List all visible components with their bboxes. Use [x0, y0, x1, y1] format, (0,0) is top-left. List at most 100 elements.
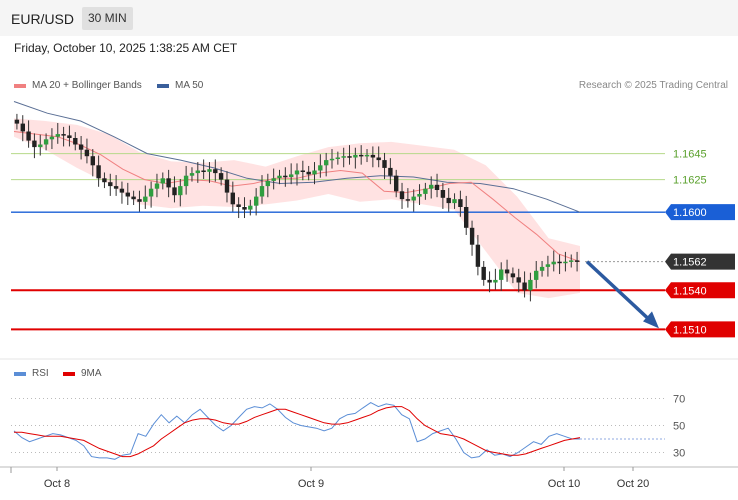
candle [137, 190, 142, 212]
candle [154, 173, 160, 198]
candle [207, 162, 212, 183]
candle-body [213, 169, 218, 174]
candle-body [399, 191, 405, 200]
candle [271, 168, 276, 190]
candle-body [183, 175, 189, 187]
candle [143, 185, 148, 209]
x-tick-label: Oct 10 [548, 478, 580, 490]
candle [32, 133, 37, 159]
candle [452, 193, 457, 209]
candle-body [43, 139, 49, 145]
candle-body [113, 186, 119, 189]
candle-body [143, 196, 148, 202]
candle [475, 234, 481, 276]
ma20-swatch [14, 83, 26, 88]
candle-body [294, 170, 300, 175]
candle-body [335, 157, 340, 159]
candle-body [172, 187, 177, 196]
candle-body [154, 183, 160, 189]
price-level-label: 1.1510 [673, 324, 707, 336]
candle [335, 151, 340, 165]
candle [289, 163, 294, 185]
candle [522, 271, 527, 298]
candle-body [49, 136, 55, 140]
candle-body [166, 178, 171, 188]
candle [458, 190, 463, 217]
candle [324, 152, 329, 177]
candle [125, 182, 130, 206]
candle-body [55, 134, 60, 137]
forecast-arrow-shaft [585, 260, 651, 321]
forecast-arrow-head [643, 311, 659, 329]
candle [370, 146, 376, 168]
candle [84, 138, 90, 164]
credit-text: Research © 2025 Trading Central [578, 80, 728, 91]
candle [294, 163, 300, 186]
candle-body [108, 182, 113, 187]
candle-body [376, 157, 381, 161]
candle-body [271, 178, 276, 181]
candle-body [504, 269, 510, 274]
candle-body [452, 199, 457, 204]
candle-body [195, 170, 200, 174]
candle-body [557, 261, 562, 264]
candle [528, 272, 533, 302]
candle [90, 149, 95, 177]
candle-body [545, 264, 551, 267]
candle-body [178, 186, 183, 196]
candle-body [218, 173, 224, 180]
rsi-tick-label: 70 [673, 394, 685, 406]
candle [218, 167, 224, 186]
candle [388, 158, 393, 185]
candle-body [26, 131, 31, 141]
candle [318, 154, 323, 178]
candle [499, 262, 504, 291]
candle-body [382, 160, 387, 168]
candle-body [458, 199, 463, 207]
candle [446, 188, 451, 212]
ma9-swatch [63, 371, 75, 376]
candle-body [236, 204, 241, 207]
candle-body [38, 144, 43, 148]
candle [376, 146, 381, 168]
candle [166, 169, 171, 198]
rsi-9ma-line [14, 406, 581, 458]
price-level-label: 1.1625 [673, 175, 707, 187]
candle-body [423, 188, 428, 194]
candle-body [405, 199, 411, 201]
candle-body [289, 174, 294, 177]
candle [487, 271, 492, 293]
candle [131, 190, 136, 206]
candle [411, 189, 416, 212]
candle [178, 178, 183, 207]
candle-body [528, 279, 533, 291]
timeframe-button[interactable]: 30 MIN [82, 7, 133, 30]
candle-body [277, 175, 282, 179]
candle-body [522, 282, 527, 291]
candle-body [475, 244, 481, 267]
candle-body [347, 156, 352, 158]
candle-body [131, 196, 136, 200]
candle [364, 149, 370, 163]
candle-body [329, 158, 335, 161]
candle [516, 268, 521, 293]
candle [312, 162, 317, 185]
candle-body [14, 119, 20, 124]
candle [67, 125, 72, 147]
candle [347, 145, 352, 165]
legend-9ma-label: 9MA [81, 368, 102, 379]
candle [254, 188, 259, 216]
x-tick-label: Oct 8 [44, 478, 70, 490]
candle-body [464, 207, 469, 228]
candle [201, 159, 206, 179]
candle-body [318, 165, 323, 171]
candle [394, 169, 399, 198]
candle-body [388, 167, 393, 176]
candle [183, 165, 189, 195]
candle-body [78, 144, 84, 150]
candle [78, 136, 84, 160]
candle-body [254, 196, 259, 206]
candle-body [189, 173, 195, 176]
candle [26, 120, 31, 148]
